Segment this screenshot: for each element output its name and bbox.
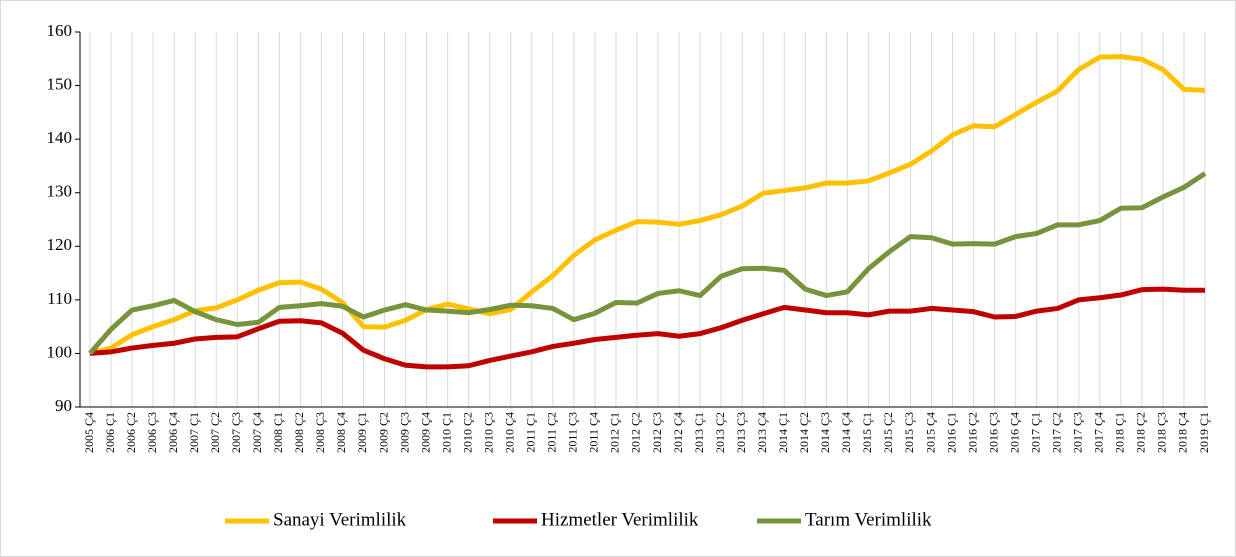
legend-label: Tarım Verimlilik [805, 509, 932, 530]
x-tick-label: 2006 Ç4 [166, 412, 180, 453]
x-tick-label: 2014 Ç4 [839, 412, 853, 453]
y-tick-label: 150 [47, 74, 73, 93]
x-tick-label: 2011 Ç2 [545, 412, 559, 453]
x-tick-label: 2011 Ç4 [587, 412, 601, 453]
x-tick-label: 2010 Ç3 [481, 412, 495, 453]
series-line [88, 171, 1207, 356]
y-tick-label: 160 [47, 21, 73, 40]
x-tick-label: 2017 Ç4 [1092, 412, 1106, 453]
x-tick-label: 2012 Ç1 [608, 412, 622, 453]
x-tick-label: 2014 Ç2 [797, 412, 811, 453]
x-tick-label: 2016 Ç3 [986, 412, 1000, 453]
x-tick-label: 2006 Ç3 [145, 412, 159, 453]
legend-label: Hizmetler Verimlilik [541, 509, 699, 530]
x-tick-label: 2008 Ç3 [313, 412, 327, 453]
x-tick-label: 2017 Ç1 [1028, 412, 1042, 453]
y-tick-label: 140 [47, 128, 73, 147]
x-tick-label: 2009 Ç2 [376, 412, 390, 453]
x-tick-label: 2016 Ç1 [944, 412, 958, 453]
x-tick-label: 2007 Ç1 [187, 412, 201, 453]
x-tick-label: 2011 Ç3 [566, 412, 580, 453]
y-tick-label: 110 [47, 289, 72, 308]
x-tick-label: 2009 Ç1 [355, 412, 369, 453]
x-tick-label: 2005 Ç4 [82, 412, 96, 453]
x-tick-label: 2012 Ç4 [671, 412, 685, 453]
legend-label: Sanayi Verimlilik [273, 509, 407, 530]
x-tick-label: 2013 Ç4 [755, 412, 769, 453]
x-tick-label: 2014 Ç1 [776, 412, 790, 453]
x-tick-label: 2007 Ç3 [229, 412, 243, 453]
x-tick-label: 2012 Ç2 [629, 412, 643, 453]
x-tick-label: 2007 Ç4 [250, 412, 264, 453]
x-tick-label: 2008 Ç4 [334, 412, 348, 453]
y-tick-label: 120 [47, 235, 73, 254]
x-tick-label: 2011 Ç1 [524, 412, 538, 453]
x-tick-label: 2018 Ç1 [1113, 412, 1127, 453]
x-tick-label: 2013 Ç1 [692, 412, 706, 453]
x-tick-label: 2016 Ç4 [1007, 412, 1021, 453]
x-tick-label: 2010 Ç2 [460, 412, 474, 453]
x-tick-label: 2017 Ç2 [1049, 412, 1063, 453]
x-tick-label: 2016 Ç2 [965, 412, 979, 453]
x-tick-label: 2015 Ç1 [860, 412, 874, 453]
x-tick-label: 2012 Ç3 [650, 412, 664, 453]
x-tick-label: 2008 Ç1 [271, 412, 285, 453]
x-tick-label: 2007 Ç2 [208, 412, 222, 453]
series-line [89, 286, 1205, 370]
x-tick-label: 2009 Ç4 [418, 412, 432, 453]
x-tick-label: 2006 Ç1 [103, 412, 117, 453]
x-tick-label: 2010 Ç4 [503, 412, 517, 453]
x-tick-label: 2015 Ç3 [902, 412, 916, 453]
x-tick-label: 2018 Ç4 [1176, 412, 1190, 453]
series-line [89, 54, 1206, 356]
x-tick-label: 2015 Ç2 [881, 412, 895, 453]
x-tick-label: 2019 Ç1 [1197, 412, 1211, 453]
x-tick-label: 2018 Ç3 [1155, 412, 1169, 453]
x-tick-label: 2017 Ç3 [1071, 412, 1085, 453]
y-tick-label: 100 [47, 342, 73, 361]
x-tick-label: 2006 Ç2 [124, 412, 138, 453]
y-tick-label: 130 [47, 182, 73, 201]
x-tick-label: 2013 Ç2 [713, 412, 727, 453]
x-tick-label: 2015 Ç4 [923, 412, 937, 453]
x-tick-label: 2010 Ç1 [439, 412, 453, 453]
x-tick-label: 2009 Ç3 [397, 412, 411, 453]
x-tick-label: 2014 Ç3 [818, 412, 832, 453]
x-tick-label: 2018 Ç2 [1134, 412, 1148, 453]
y-tick-label: 90 [55, 396, 72, 415]
x-tick-label: 2013 Ç3 [734, 412, 748, 453]
x-tick-label: 2008 Ç2 [292, 412, 306, 453]
